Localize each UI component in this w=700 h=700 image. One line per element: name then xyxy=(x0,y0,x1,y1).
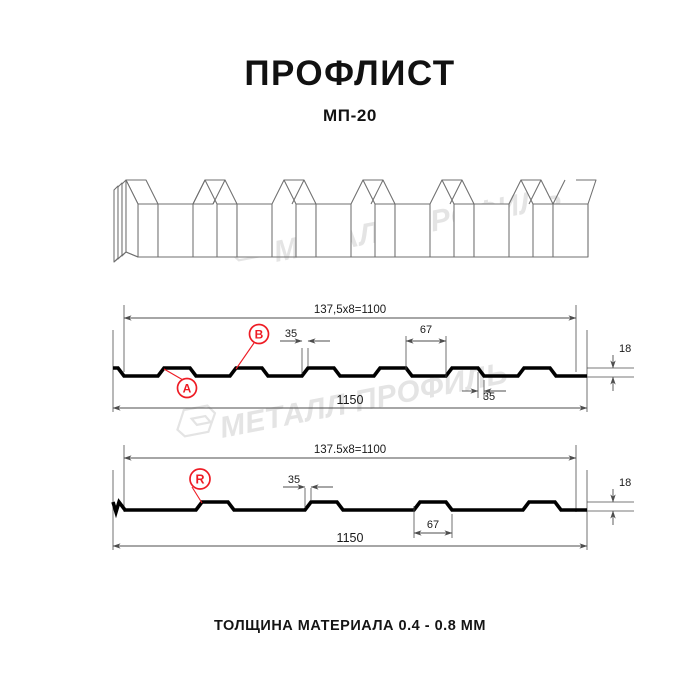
profile-outline-top xyxy=(113,366,587,378)
dim-label-35-lower-top: 35 xyxy=(483,391,495,403)
callout-a: A xyxy=(163,368,198,399)
profile-top: 137,5x8=1100 35 67 xyxy=(112,304,634,412)
profile-bottom: 137.5x8=1100 35 67 xyxy=(111,444,634,550)
dimension-67-top: 67 xyxy=(405,324,447,378)
dim-label-overall-width-bottom: 1150 xyxy=(337,531,364,545)
dimension-working-width-bottom: 137.5x8=1100 xyxy=(123,444,577,461)
svg-text:МЕТАЛЛ ПРОФИЛЬ: МЕТАЛЛ ПРОФИЛЬ xyxy=(217,357,510,445)
dim-label-height-top: 18 xyxy=(619,343,631,355)
callout-r-label: R xyxy=(195,473,204,487)
dim-label-35-bottom: 35 xyxy=(288,474,300,486)
dimension-overall-width-bottom: 1150 xyxy=(112,531,588,549)
dim-label-height-bottom: 18 xyxy=(619,477,631,489)
dimension-height-top: 18 xyxy=(587,343,634,391)
dim-label-67-top: 67 xyxy=(420,324,432,336)
dimension-working-width-top: 137,5x8=1100 xyxy=(123,304,577,321)
callout-a-label: A xyxy=(183,382,192,396)
callout-b-label: B xyxy=(255,328,264,342)
dim-label-overall-width-top: 1150 xyxy=(337,393,364,407)
dimension-35-upper-top: 35 xyxy=(280,328,330,374)
dimension-67-bottom: 67 xyxy=(413,506,453,538)
callout-r: R xyxy=(189,468,211,504)
dimension-35-lower-top: 35 xyxy=(462,372,506,403)
corrugated-sheet-3d xyxy=(113,179,597,263)
dim-label-67-bottom: 67 xyxy=(427,519,439,531)
dim-label-working-width-top: 137,5x8=1100 xyxy=(314,304,386,316)
profile-outline-bottom xyxy=(111,498,587,519)
callout-b: B xyxy=(235,323,270,370)
dimension-overall-width-top: 1150 xyxy=(112,393,588,411)
dimension-35-bottom: 35 xyxy=(283,474,333,508)
dimension-height-bottom: 18 xyxy=(587,477,634,525)
dim-label-working-width-bottom: 137.5x8=1100 xyxy=(314,444,386,456)
material-thickness-note: ТОЛЩИНА МАТЕРИАЛА 0.4 - 0.8 ММ xyxy=(214,618,486,634)
dim-label-35-upper-top: 35 xyxy=(285,328,297,340)
